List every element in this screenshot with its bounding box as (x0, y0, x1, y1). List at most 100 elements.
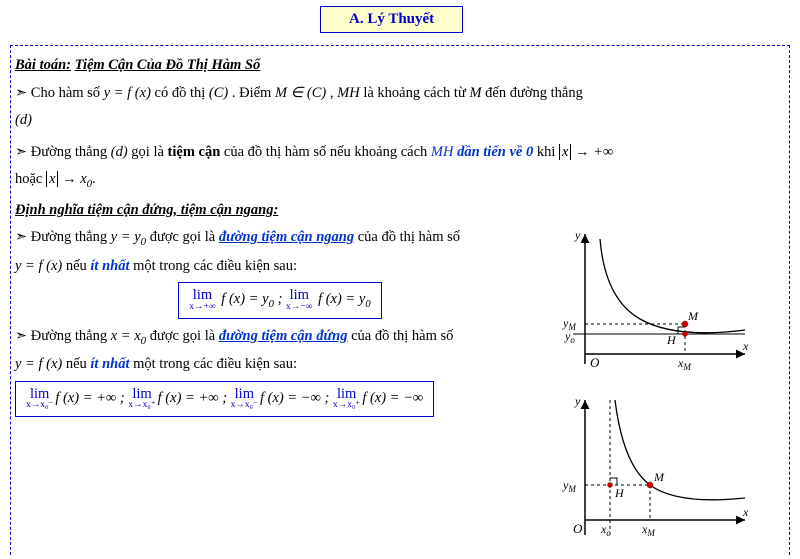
eq: → x (58, 171, 86, 187)
b: x→x₀⁻ (26, 401, 53, 411)
main-content: Bài toán: Tiệm Cận Của Đồ Thị Hàm Số Cho… (10, 45, 790, 555)
eq: x = x (111, 328, 141, 344)
lbl-M: M (687, 309, 699, 323)
em: ít nhất (90, 356, 129, 372)
t: hoặc (15, 171, 46, 187)
eq: f (x) = −∞ (362, 390, 423, 406)
lbl-y: y (574, 394, 581, 408)
t: lim (231, 387, 258, 402)
eq: f (x) = y (221, 291, 268, 307)
graph-vertical-asymptote: y x O yM M H xo xM (545, 390, 755, 545)
em: đường tiệm cận đứng (219, 328, 348, 344)
b: x→−∞ (286, 303, 312, 313)
section2-title: Định nghĩa tiệm cận đứng, tiệm cận ngang… (15, 197, 785, 225)
v-line2: y = f (x) nếu ít nhất một trong các điều… (15, 351, 545, 379)
v-formula-row: limx→x₀⁻f (x) = +∞ ; limx→x₀⁺f (x) = +∞ … (15, 379, 545, 419)
eq: y = y (111, 229, 141, 245)
lbl-H: H (666, 333, 677, 347)
lbl-x: x (742, 339, 749, 353)
t: lim (333, 387, 360, 402)
lbl-xM: xM (641, 522, 655, 538)
s: ; (325, 390, 333, 406)
t: nếu (66, 356, 91, 372)
eq: f (x) = y (318, 291, 365, 307)
lbl-x: x (742, 505, 749, 519)
h-formula-box: limx→+∞ f (x) = y0 ; limx→−∞ f (x) = y0 (178, 282, 381, 319)
eq: f (x) = −∞ (260, 390, 321, 406)
t: lim (189, 288, 215, 303)
t: một trong các điều kiện sau: (133, 258, 297, 274)
abs: x (559, 144, 571, 160)
eq: (C) (209, 85, 228, 101)
section1-heading: Bài toán: Tiệm Cận Của Đồ Thị Hàm Số (15, 52, 785, 80)
header-box: A. Lý Thuyết (320, 6, 463, 33)
eq: MH (431, 144, 454, 160)
t: của đồ thị hàm số (351, 328, 453, 344)
sub: 0 (141, 236, 146, 248)
graph-horizontal-asymptote: y x O yM yo M H xM (545, 224, 755, 379)
eq: y = f (x) (104, 85, 151, 101)
b: x→x₀⁺ (128, 401, 155, 411)
lbl-y: y (574, 228, 581, 242)
t: lim (128, 387, 155, 402)
lbl-H: H (614, 486, 625, 500)
graphs: y x O yM yo M H xM (545, 224, 765, 555)
s1-line1: Cho hàm số y = f (x) có đồ thị (C) . Điể… (15, 80, 785, 108)
t: được gọi là (150, 229, 219, 245)
t: của đồ thị hàm số nếu khoảng cách (224, 144, 431, 160)
t: có đồ thị (155, 85, 209, 101)
t: Đường thẳng (31, 144, 111, 160)
t: lim (26, 387, 53, 402)
lim: limx→−∞ (286, 288, 312, 312)
sub: 0 (141, 335, 146, 347)
eq: f (x) = +∞ (158, 390, 219, 406)
s: ; (222, 390, 230, 406)
t: Đường thẳng (31, 229, 111, 245)
lim: limx→x₀⁻ (231, 387, 258, 411)
s: ; (120, 390, 128, 406)
em: ít nhất (90, 258, 129, 274)
lbl-xo: xo (600, 522, 611, 538)
h-line2: y = f (x) nếu ít nhất một trong các điều… (15, 253, 545, 281)
abs: x (46, 171, 58, 187)
section1-label: Bài toán: (15, 57, 71, 73)
sub: 0 (269, 298, 274, 310)
s1-line2: Đường thẳng (d) gọi là tiệm cận của đồ t… (15, 139, 785, 167)
eq: (d) (15, 112, 32, 128)
lim: limx→x₀⁺ (128, 387, 155, 411)
lim: limx→x₀⁺ (333, 387, 360, 411)
t: nếu (66, 258, 91, 274)
em: đường tiệm cận ngang (219, 229, 354, 245)
t: một trong các điều kiện sau: (133, 356, 297, 372)
s1-line3: hoặc x → x0. (15, 166, 785, 195)
b: x→+∞ (189, 303, 215, 313)
eq: M ∈ (C) (275, 85, 326, 101)
eq: M (469, 85, 481, 101)
lbl-M: M (653, 470, 665, 484)
t: Cho hàm số (31, 85, 104, 101)
t: lim (286, 288, 312, 303)
eq: f (x) = +∞ (55, 390, 116, 406)
v-line1: Đường thẳng x = x0 được gọi là đường tiệ… (15, 323, 545, 352)
t: khi (537, 144, 559, 160)
lim: limx→+∞ (189, 288, 215, 312)
t: . (92, 171, 96, 187)
lbl-xM: xM (677, 356, 691, 372)
horiz-text: Đường thẳng y = y0 được gọi là đường tiệ… (15, 224, 545, 418)
lbl-yM: yM (562, 478, 576, 494)
sep: ; (278, 291, 286, 307)
sub: 0 (365, 298, 370, 310)
t: Đường thẳng (31, 328, 111, 344)
eq: y = f (x) (15, 356, 62, 372)
eq: → +∞ (571, 144, 613, 160)
b: x→x₀⁻ (231, 401, 258, 411)
h-line1: Đường thẳng y = y0 được gọi là đường tiệ… (15, 224, 545, 253)
h-formula-row: limx→+∞ f (x) = y0 ; limx→−∞ f (x) = y0 (15, 280, 545, 321)
t: của đồ thị hàm số (358, 229, 460, 245)
em: dần tiến về 0 (457, 144, 533, 160)
header-title: A. Lý Thuyết (349, 11, 434, 27)
b: x→x₀⁺ (333, 401, 360, 411)
t: đến đường thẳng (485, 85, 583, 101)
t: là khoảng cách từ (363, 85, 469, 101)
t: được gọi là (150, 328, 219, 344)
